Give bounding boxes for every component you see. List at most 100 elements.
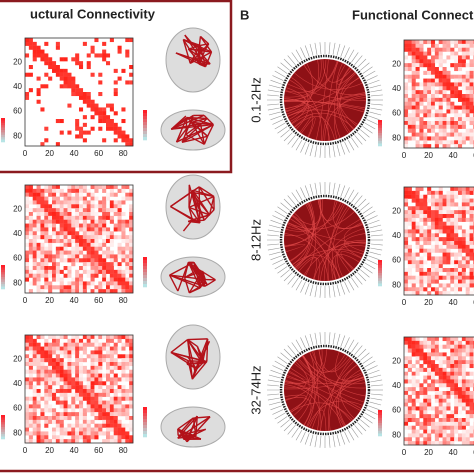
matrix-cell bbox=[458, 248, 463, 253]
matrix-cell bbox=[117, 346, 122, 351]
matrix-cell bbox=[423, 268, 428, 273]
matrix-cell bbox=[63, 57, 68, 62]
matrix-cell bbox=[90, 392, 95, 397]
matrix-cell bbox=[102, 212, 107, 217]
matrix-cell bbox=[90, 196, 95, 201]
matrix-cell bbox=[423, 113, 428, 118]
matrix-cell bbox=[415, 433, 420, 438]
edge bbox=[284, 349, 323, 385]
matrix-cell bbox=[415, 237, 420, 242]
matrix-cell bbox=[121, 362, 126, 367]
matrix-cell bbox=[438, 371, 443, 376]
matrix-cell bbox=[458, 387, 463, 392]
matrix-cell bbox=[423, 279, 428, 284]
matrix-cell bbox=[44, 369, 49, 374]
x-tick-label: 80 bbox=[119, 296, 128, 305]
matrix-cell bbox=[113, 254, 118, 259]
label-stub bbox=[347, 139, 355, 151]
matrix-cell bbox=[48, 273, 53, 278]
matrix-cell bbox=[52, 416, 57, 421]
brain-edge bbox=[208, 196, 215, 216]
matrix-cell bbox=[454, 140, 459, 145]
matrix-cell bbox=[98, 246, 103, 251]
matrix-cell bbox=[446, 40, 451, 45]
matrix-cell bbox=[407, 291, 412, 296]
matrix-cell bbox=[446, 221, 451, 226]
matrix-cell bbox=[67, 223, 72, 228]
matrix-cell bbox=[52, 362, 57, 367]
matrix-cell bbox=[63, 427, 68, 432]
matrix-cell bbox=[454, 82, 459, 87]
matrix-cell bbox=[75, 335, 80, 340]
matrix-cell bbox=[450, 82, 455, 87]
matrix-cell bbox=[36, 392, 41, 397]
matrix-cell bbox=[28, 373, 33, 378]
matrix-cell bbox=[465, 414, 470, 419]
matrix-cell bbox=[458, 190, 463, 195]
matrix-cell bbox=[415, 340, 420, 345]
matrix-cell bbox=[40, 192, 45, 197]
label-stub bbox=[368, 405, 380, 411]
matrix-cell bbox=[450, 375, 455, 380]
matrix-cell bbox=[55, 200, 60, 205]
matrix-cell bbox=[129, 231, 134, 236]
matrix-cell bbox=[36, 204, 41, 209]
matrix-cell bbox=[121, 185, 126, 190]
matrix-cell bbox=[75, 215, 80, 220]
matrix-cell bbox=[44, 439, 49, 444]
edge bbox=[294, 212, 310, 268]
colorbar-step bbox=[1, 267, 5, 271]
matrix-cell bbox=[63, 273, 68, 278]
matrix-cell bbox=[404, 217, 409, 222]
matrix-cell bbox=[121, 273, 126, 278]
matrix-cell bbox=[461, 283, 466, 288]
matrix-cell bbox=[446, 97, 451, 102]
matrix-cell bbox=[427, 268, 432, 273]
matrix-cell bbox=[450, 101, 455, 106]
matrix-cell bbox=[427, 441, 432, 446]
matrix-cell bbox=[82, 95, 87, 100]
matrix-cell bbox=[94, 107, 99, 112]
matrix-cell bbox=[427, 394, 432, 399]
matrix-cell bbox=[434, 217, 439, 222]
matrix-cell bbox=[44, 53, 49, 58]
matrix-cell bbox=[125, 412, 130, 417]
matrix-cell bbox=[427, 82, 432, 87]
matrix-cell bbox=[106, 266, 111, 271]
matrix-cell bbox=[404, 124, 409, 129]
label-stub bbox=[314, 182, 318, 195]
matrix-cell bbox=[415, 279, 420, 284]
matrix-cell bbox=[458, 418, 463, 423]
label-stub bbox=[267, 379, 280, 383]
matrix-cell bbox=[411, 206, 416, 211]
edge-bundle bbox=[284, 349, 366, 431]
matrix-cell bbox=[404, 287, 409, 292]
brain-edge bbox=[206, 124, 215, 137]
matrix-cell bbox=[461, 51, 466, 56]
matrix-cell bbox=[117, 285, 122, 290]
matrix-cell bbox=[446, 244, 451, 249]
matrix-cell bbox=[94, 246, 99, 251]
matrix-cell bbox=[67, 365, 72, 370]
matrix-cell bbox=[113, 412, 118, 417]
matrix-cell bbox=[109, 435, 114, 440]
matrix-cell bbox=[419, 132, 424, 137]
matrix-cell bbox=[419, 109, 424, 114]
matrix-cell bbox=[438, 59, 443, 64]
label-stub bbox=[314, 42, 318, 55]
matrix-cell bbox=[404, 109, 409, 114]
matrix-cell bbox=[25, 412, 30, 417]
label-stub bbox=[336, 284, 341, 297]
matrix-cell bbox=[71, 277, 76, 282]
matrix-cell bbox=[102, 258, 107, 263]
matrix-cell bbox=[113, 130, 118, 135]
matrix-cell bbox=[454, 241, 459, 246]
brain-edge bbox=[187, 435, 197, 440]
matrix-cell bbox=[86, 99, 91, 104]
label-stub bbox=[336, 43, 341, 56]
matrix-cell bbox=[59, 373, 64, 378]
matrix-cell bbox=[90, 400, 95, 405]
matrix-cell bbox=[125, 435, 130, 440]
edge bbox=[285, 379, 352, 422]
